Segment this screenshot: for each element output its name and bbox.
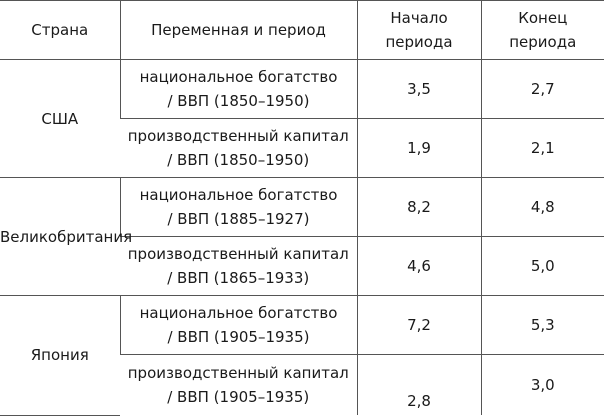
header-start: Начало периода <box>356 0 481 60</box>
header-variable: Переменная и период <box>119 0 357 60</box>
header-end: Конец периода <box>480 0 604 60</box>
start-value-cell: 1,9 <box>356 118 481 178</box>
variable-cell: производственный капитал / ВВП (1905–1935… <box>127 364 349 406</box>
start-value-cell: 4,6 <box>356 236 481 296</box>
table-row: США национальное богатство / ВВП (1850–19… <box>0 59 604 178</box>
end-value-cell: 3,0 <box>480 354 604 415</box>
start-value-cell: 8,2 <box>356 177 481 237</box>
table-row: производственный капитал / ВВП (1850–1950… <box>0 118 604 178</box>
variable-cell: национальное богатство / ВВП (1850–1950) <box>119 59 357 119</box>
end-value-cell: 5,3 <box>480 295 604 355</box>
end-value-cell: 4,8 <box>480 177 604 237</box>
table-row: Великобритания национальное богатство / В… <box>0 177 604 296</box>
start-value-cell: 3,5 <box>356 59 481 119</box>
table-row: Япония национальное богатство / ВВП (1905… <box>0 295 604 416</box>
country-cell: Великобритания <box>0 177 132 296</box>
variable-cell: национальное богатство / ВВП (1905–1935) <box>119 295 357 355</box>
start-value-cell: 2,8 <box>356 354 481 415</box>
header-country: Страна <box>0 0 120 60</box>
header-row: Страна Переменная и период Начало периода… <box>0 0 604 60</box>
table-row: производственный капитал / ВВП (1865–1933… <box>0 236 604 296</box>
start-value-cell: 7,2 <box>356 295 481 355</box>
variable-cell: национальное богатство / ВВП (1885–1927) <box>119 177 357 237</box>
end-value-cell: 2,7 <box>480 59 604 119</box>
country-cell: Япония <box>0 295 120 416</box>
table-row: производственный капитал / ВВП (1905–1935… <box>0 354 604 415</box>
end-value-cell: 5,0 <box>480 236 604 296</box>
variable-cell: производственный капитал / ВВП (1865–1933… <box>120 236 357 296</box>
country-cell: США <box>0 59 120 178</box>
variable-cell: производственный капитал / ВВП (1850–1950… <box>120 118 357 178</box>
end-value-cell: 2,1 <box>480 118 604 178</box>
